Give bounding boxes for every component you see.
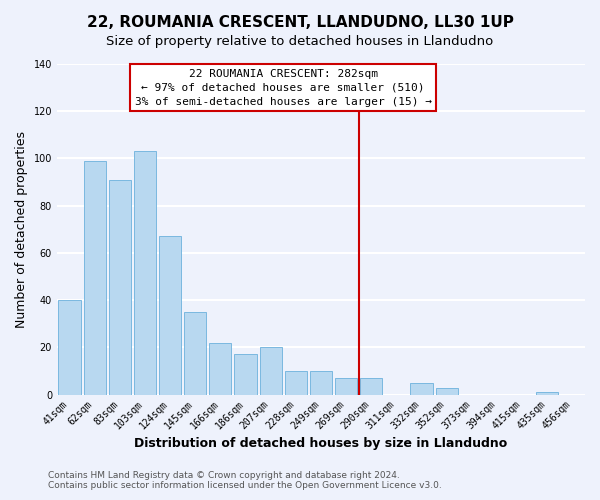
Text: Contains HM Land Registry data © Crown copyright and database right 2024.
Contai: Contains HM Land Registry data © Crown c… bbox=[48, 470, 442, 490]
Bar bbox=[310, 371, 332, 394]
Bar bbox=[285, 371, 307, 394]
Bar bbox=[83, 161, 106, 394]
Text: Size of property relative to detached houses in Llandudno: Size of property relative to detached ho… bbox=[106, 35, 494, 48]
Bar bbox=[360, 378, 382, 394]
X-axis label: Distribution of detached houses by size in Llandudno: Distribution of detached houses by size … bbox=[134, 437, 508, 450]
Bar bbox=[235, 354, 257, 395]
Bar bbox=[109, 180, 131, 394]
Bar bbox=[159, 236, 181, 394]
Bar bbox=[209, 342, 232, 394]
Bar bbox=[335, 378, 357, 394]
Text: 22, ROUMANIA CRESCENT, LLANDUDNO, LL30 1UP: 22, ROUMANIA CRESCENT, LLANDUDNO, LL30 1… bbox=[86, 15, 514, 30]
Y-axis label: Number of detached properties: Number of detached properties bbox=[15, 131, 28, 328]
Bar bbox=[436, 388, 458, 394]
Bar bbox=[536, 392, 559, 394]
Text: 22 ROUMANIA CRESCENT: 282sqm
← 97% of detached houses are smaller (510)
3% of se: 22 ROUMANIA CRESCENT: 282sqm ← 97% of de… bbox=[135, 68, 432, 106]
Bar bbox=[134, 152, 156, 394]
Bar bbox=[58, 300, 80, 394]
Bar bbox=[260, 348, 282, 395]
Bar bbox=[410, 383, 433, 394]
Bar bbox=[184, 312, 206, 394]
